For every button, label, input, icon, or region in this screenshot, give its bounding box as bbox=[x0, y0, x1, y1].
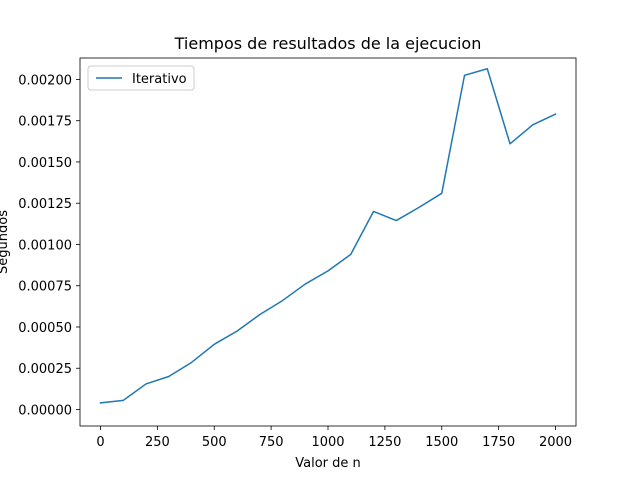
x-tick-label: 1250 bbox=[368, 435, 401, 450]
y-tick-label: 0.00125 bbox=[18, 197, 72, 212]
x-tick-label: 500 bbox=[202, 435, 227, 450]
y-tick-label: 0.00000 bbox=[18, 403, 72, 418]
y-tick-label: 0.00050 bbox=[18, 321, 72, 336]
y-tick-label: 0.00150 bbox=[18, 156, 72, 171]
x-axis: 0 250 500 750 1000 1250 1500 1750 2000 bbox=[96, 426, 572, 450]
x-tick-label: 250 bbox=[145, 435, 170, 450]
y-axis: 0.00000 0.00025 0.00050 0.00075 0.00100 0.001… bbox=[18, 73, 80, 418]
y-tick-label: 0.00025 bbox=[18, 362, 72, 377]
x-tick-label: 0 bbox=[96, 435, 104, 450]
y-axis-label: Segundos bbox=[0, 210, 11, 274]
x-tick-label: 1500 bbox=[425, 435, 458, 450]
x-tick-label: 1750 bbox=[482, 435, 515, 450]
legend-label: Iterativo bbox=[132, 72, 187, 87]
x-tick-label: 2000 bbox=[539, 435, 572, 450]
x-tick-label: 1000 bbox=[311, 435, 344, 450]
legend: Iterativo bbox=[87, 65, 195, 91]
y-tick-label: 0.00100 bbox=[18, 238, 72, 253]
x-axis-label: Valor de n bbox=[295, 456, 361, 471]
y-tick-label: 0.00200 bbox=[18, 73, 72, 88]
y-tick-label: 0.00175 bbox=[18, 115, 72, 130]
legend-box bbox=[87, 65, 195, 91]
x-tick-label: 750 bbox=[259, 435, 284, 450]
chart-title: Tiempos de resultados de la ejecucion bbox=[174, 34, 482, 53]
y-tick-label: 0.00075 bbox=[18, 280, 72, 295]
